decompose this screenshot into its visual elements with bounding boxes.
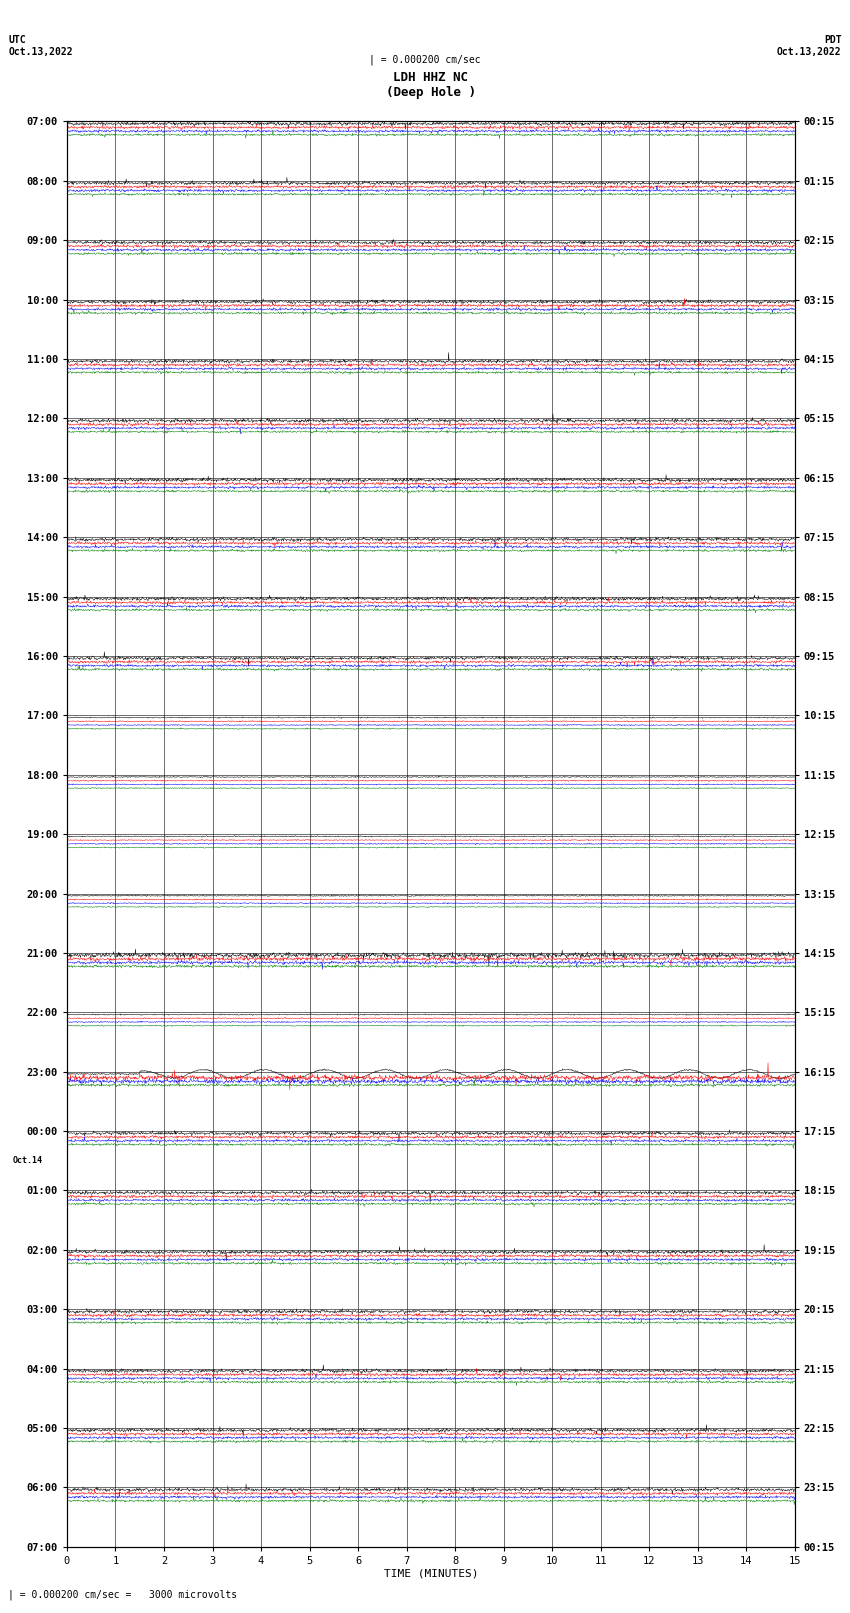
Text: | = 0.000200 cm/sec: | = 0.000200 cm/sec xyxy=(369,55,481,66)
Text: Oct.13,2022: Oct.13,2022 xyxy=(777,47,842,56)
Text: Oct.13,2022: Oct.13,2022 xyxy=(8,47,73,56)
Text: | = 0.000200 cm/sec =   3000 microvolts: | = 0.000200 cm/sec = 3000 microvolts xyxy=(8,1589,238,1600)
X-axis label: TIME (MINUTES): TIME (MINUTES) xyxy=(383,1569,478,1579)
Text: Oct.14: Oct.14 xyxy=(13,1157,42,1165)
Text: PDT: PDT xyxy=(824,35,842,45)
Title: LDH HHZ NC
(Deep Hole ): LDH HHZ NC (Deep Hole ) xyxy=(386,71,476,100)
Text: UTC: UTC xyxy=(8,35,26,45)
